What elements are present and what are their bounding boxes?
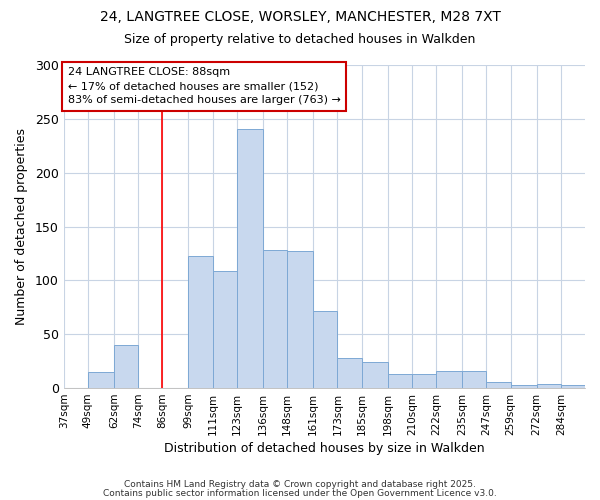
Bar	[287, 252, 313, 388]
Bar	[436, 371, 462, 388]
Bar	[388, 374, 412, 388]
Bar	[313, 310, 337, 388]
Bar	[114, 345, 138, 388]
Text: 24, LANGTREE CLOSE, WORSLEY, MANCHESTER, M28 7XT: 24, LANGTREE CLOSE, WORSLEY, MANCHESTER,…	[100, 10, 500, 24]
Bar	[362, 362, 388, 388]
Bar	[212, 270, 237, 388]
Bar	[561, 385, 585, 388]
Bar	[487, 382, 511, 388]
Text: Contains public sector information licensed under the Open Government Licence v3: Contains public sector information licen…	[103, 490, 497, 498]
Text: Contains HM Land Registry data © Crown copyright and database right 2025.: Contains HM Land Registry data © Crown c…	[124, 480, 476, 489]
Bar	[536, 384, 561, 388]
Bar	[412, 374, 436, 388]
Y-axis label: Number of detached properties: Number of detached properties	[15, 128, 28, 325]
X-axis label: Distribution of detached houses by size in Walkden: Distribution of detached houses by size …	[164, 442, 485, 455]
Text: Size of property relative to detached houses in Walkden: Size of property relative to detached ho…	[124, 32, 476, 46]
Bar	[511, 385, 536, 388]
Bar	[88, 372, 114, 388]
Text: 24 LANGTREE CLOSE: 88sqm
← 17% of detached houses are smaller (152)
83% of semi-: 24 LANGTREE CLOSE: 88sqm ← 17% of detach…	[68, 67, 341, 105]
Bar	[188, 256, 212, 388]
Bar	[337, 358, 362, 388]
Bar	[263, 250, 287, 388]
Bar	[462, 371, 487, 388]
Bar	[237, 128, 263, 388]
